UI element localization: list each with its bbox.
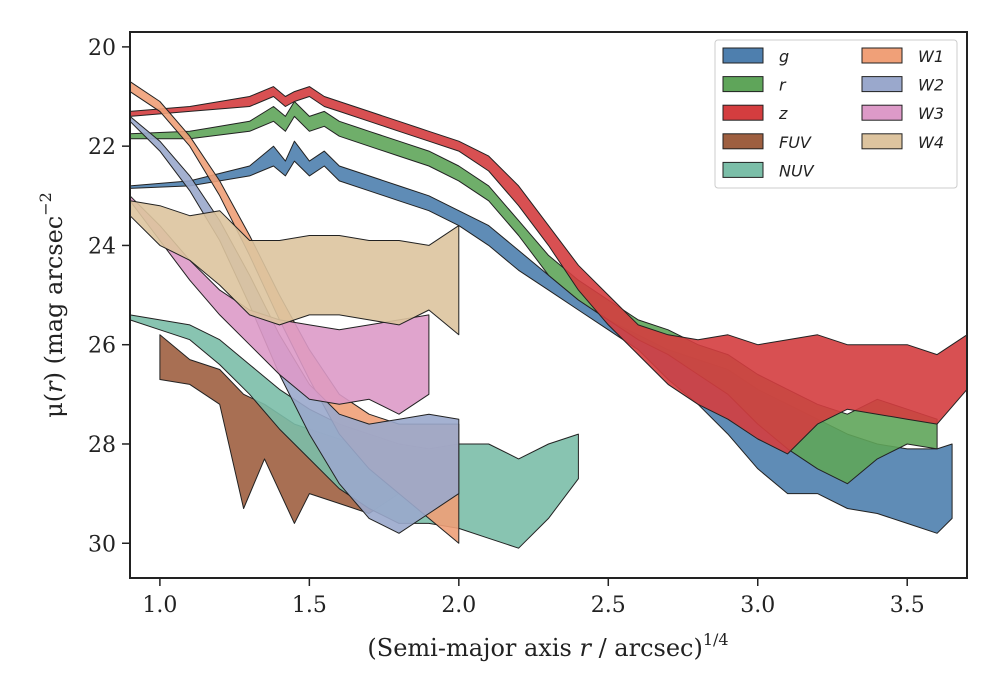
legend-label-r: r [779, 76, 787, 95]
band-g [129, 140, 953, 534]
x-tick-label: 1.0 [142, 593, 177, 618]
legend-label-z: z [778, 104, 788, 123]
legend-swatch-w4 [861, 133, 903, 150]
y-axis-label: μ(r) (mag arcsec−2 [36, 192, 68, 418]
legend-swatch-nuv [722, 161, 764, 178]
y-axis: 20 22 24 26 28 30 [88, 36, 130, 557]
y-tick-label: 28 [88, 433, 116, 458]
legend-swatch-fuv [722, 133, 764, 150]
plot-frame [129, 31, 968, 579]
legend-label-w4: W4 [918, 133, 944, 152]
legend-label-w1: W1 [918, 47, 944, 66]
y-tick-label: 24 [88, 234, 116, 259]
legend-swatch-r [722, 76, 764, 93]
y-tick-label: 22 [88, 135, 116, 160]
x-tick-label: 3.5 [890, 593, 925, 618]
x-tick-label: 1.5 [292, 593, 327, 618]
legend-swatch-w3 [861, 104, 903, 121]
y-tick-label: 20 [88, 36, 116, 61]
x-tick-label: 2.5 [591, 593, 626, 618]
legend-swatch-w2 [861, 76, 903, 93]
legend-label-g: g [779, 47, 789, 66]
legend-label-w2: W2 [918, 76, 944, 95]
x-axis: 1.0 1.5 2.0 2.5 3.0 3.5 [142, 578, 925, 618]
legend-label-fuv: FUV [779, 133, 812, 152]
y-tick-label: 26 [88, 334, 116, 359]
legend-label-w3: W3 [918, 104, 944, 123]
legend-swatch-w1 [861, 47, 903, 64]
legend-swatch-z [722, 104, 764, 121]
x-axis-label: (Semi-major axis r / arcsec)1/4 [367, 630, 728, 662]
band-w4 [129, 200, 460, 336]
legend-swatch-g [722, 47, 764, 64]
y-tick-label: 30 [88, 532, 116, 557]
bands-layer [129, 81, 968, 549]
x-tick-label: 2.0 [441, 593, 476, 618]
legend: grz FUV NUV W1 W2 W3 W4 [714, 39, 958, 189]
legend-label-nuv: NUV [779, 161, 815, 180]
x-tick-label: 3.0 [740, 593, 775, 618]
